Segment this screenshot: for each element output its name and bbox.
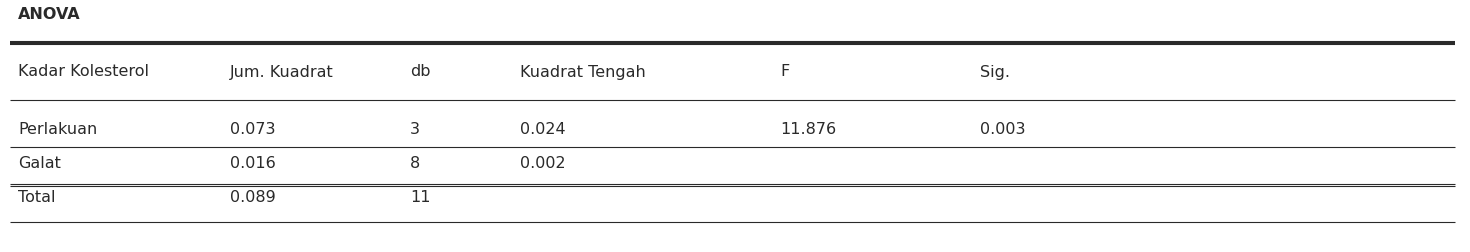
- Text: Jum. Kuadrat: Jum. Kuadrat: [229, 65, 334, 79]
- Text: 3: 3: [410, 122, 420, 138]
- Text: db: db: [410, 65, 431, 79]
- Text: ANOVA: ANOVA: [18, 7, 81, 22]
- Text: 11.876: 11.876: [781, 122, 836, 138]
- Text: 0.016: 0.016: [229, 156, 276, 172]
- Text: 0.089: 0.089: [229, 191, 276, 205]
- Text: 0.002: 0.002: [520, 156, 566, 172]
- Text: 11: 11: [410, 191, 431, 205]
- Text: F: F: [781, 65, 789, 79]
- Text: Kuadrat Tengah: Kuadrat Tengah: [520, 65, 645, 79]
- Text: 8: 8: [410, 156, 420, 172]
- Text: 0.073: 0.073: [229, 122, 275, 138]
- Text: Perlakuan: Perlakuan: [18, 122, 97, 138]
- Text: Total: Total: [18, 191, 56, 205]
- Text: Galat: Galat: [18, 156, 60, 172]
- Text: 0.024: 0.024: [520, 122, 566, 138]
- Text: Sig.: Sig.: [980, 65, 1010, 79]
- Text: Kadar Kolesterol: Kadar Kolesterol: [18, 65, 148, 79]
- Text: 0.003: 0.003: [980, 122, 1026, 138]
